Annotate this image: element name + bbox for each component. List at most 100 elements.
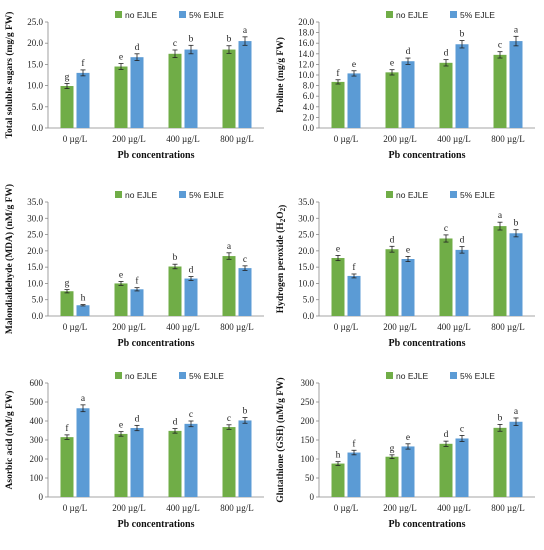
- x-axis-label: Pb concentrations: [389, 338, 466, 349]
- y-tick-label: 500: [30, 397, 44, 407]
- legend-label: no EJLE: [125, 371, 157, 381]
- bar: [509, 421, 523, 497]
- y-tick-label: 100: [301, 454, 315, 464]
- y-tick-label: 200: [30, 454, 44, 464]
- legend-swatch: [386, 372, 393, 379]
- bar: [238, 268, 252, 316]
- x-tick-label: 200 µg/L: [112, 503, 145, 513]
- bar: [114, 283, 128, 316]
- x-tick-label: 400 µg/L: [166, 322, 199, 332]
- bar: [184, 278, 198, 316]
- bar: [130, 289, 144, 316]
- significance-letter: h: [81, 294, 86, 304]
- y-tick-label: 25.0: [298, 230, 314, 240]
- y-tick-label: 0.0: [32, 123, 44, 133]
- x-tick-label: 200 µg/L: [383, 322, 416, 332]
- x-tick-label: 0 µg/L: [63, 322, 87, 332]
- y-axis-label: Asorbic acid (nM/g FW): [4, 391, 15, 490]
- x-tick-label: 0 µg/L: [334, 503, 358, 513]
- significance-letter: c: [227, 414, 231, 424]
- chart-panel-2: 0.02.04.06.08.010.012.014.016.018.020.0 f…: [275, 10, 535, 161]
- x-tick-label: 200 µg/L: [383, 134, 416, 144]
- significance-letter: d: [189, 266, 194, 276]
- y-tick-label: 12.0: [298, 59, 314, 69]
- bar: [222, 427, 236, 497]
- y-tick-label: 400: [30, 416, 44, 426]
- bar: [168, 266, 182, 316]
- x-tick-label: 400 µg/L: [437, 134, 470, 144]
- significance-letter: a: [498, 211, 503, 221]
- bar: [184, 423, 198, 497]
- significance-letter: e: [390, 59, 394, 69]
- significance-letter: e: [406, 433, 410, 443]
- significance-letter: f: [336, 68, 340, 79]
- bar: [238, 420, 252, 497]
- legend-label: 5% EJLE: [460, 190, 495, 200]
- significance-letter: f: [65, 423, 69, 434]
- y-tick-label: 4.0: [303, 102, 315, 112]
- significance-letter: d: [444, 49, 449, 59]
- significance-letter: g: [65, 279, 70, 289]
- legend-label: no EJLE: [125, 10, 157, 20]
- legend-label: no EJLE: [396, 371, 428, 381]
- significance-letter: e: [119, 270, 123, 280]
- y-tick-label: 15.0: [298, 262, 314, 272]
- x-tick-label: 200 µg/L: [112, 134, 145, 144]
- chart-panel-3: 0.0 5.0 10.0 15.0 20.0 25.0 30.0 35.0 g h 0 µg/L e f…: [4, 184, 264, 349]
- significance-letter: c: [243, 255, 247, 265]
- chart-panel-4: 0.0 5.0 10.0 15.0 20.0 25.0 30.0 35.0 e f 0 µg/L d e…: [275, 190, 535, 349]
- significance-letter: e: [352, 60, 356, 70]
- legend-swatch: [179, 11, 186, 18]
- y-tick-label: 35.0: [27, 197, 43, 207]
- bar: [347, 73, 361, 128]
- significance-letter: b: [514, 219, 519, 229]
- y-tick-label: 300: [301, 378, 315, 388]
- significance-letter: c: [444, 224, 448, 234]
- x-tick-label: 800 µg/L: [220, 134, 253, 144]
- y-tick-label: 0: [310, 492, 315, 502]
- significance-letter: g: [65, 72, 70, 82]
- significance-letter: b: [227, 35, 232, 45]
- chart-panel-6: 0 50 100 150 200 250 300 h f 0 µg/L g e 200 µg/L d c 40…: [275, 371, 535, 530]
- bar: [331, 258, 345, 316]
- y-axis-label: Hydrogen peroxide (H2O2): [275, 205, 288, 314]
- significance-letter: d: [173, 418, 178, 428]
- chart-panel-1: 0.0 5.0 10.0 15.0 20.0 25.0 g f 0 µg/L e d 200 µg/L…: [4, 10, 264, 161]
- y-axis-label: Glutathione (GSH) (nM/g FW): [275, 377, 286, 502]
- bar: [222, 256, 236, 316]
- legend-swatch: [179, 372, 186, 379]
- significance-letter: a: [227, 242, 232, 252]
- bar: [493, 54, 507, 128]
- x-axis-label: Pb concentrations: [389, 150, 466, 161]
- y-tick-label: 5.0: [32, 102, 44, 112]
- y-tick-label: 150: [301, 435, 315, 445]
- significance-letter: d: [390, 235, 395, 245]
- x-tick-label: 400 µg/L: [437, 322, 470, 332]
- x-tick-label: 200 µg/L: [112, 322, 145, 332]
- bar: [60, 437, 74, 497]
- x-tick-label: 400 µg/L: [166, 134, 199, 144]
- legend-label: 5% EJLE: [189, 371, 224, 381]
- significance-letter: a: [514, 25, 519, 35]
- bar: [60, 291, 74, 316]
- significance-letter: f: [352, 262, 356, 273]
- significance-letter: c: [498, 41, 502, 51]
- legend-swatch: [115, 11, 122, 18]
- bar: [439, 62, 453, 129]
- bar: [238, 41, 252, 128]
- significance-letter: d: [135, 414, 140, 424]
- bar: [401, 259, 415, 316]
- bar: [347, 452, 361, 497]
- bar: [439, 238, 453, 316]
- legend-swatch: [179, 191, 186, 198]
- significance-letter: a: [243, 26, 248, 36]
- bar: [347, 275, 361, 316]
- legend-swatch: [386, 11, 393, 18]
- x-tick-label: 800 µg/L: [491, 503, 524, 513]
- x-axis-label: Pb concentrations: [118, 338, 195, 349]
- significance-letter: b: [498, 413, 503, 423]
- y-tick-label: 5.0: [32, 295, 44, 305]
- y-tick-label: 30.0: [27, 213, 43, 223]
- y-tick-label: 20.0: [298, 17, 314, 27]
